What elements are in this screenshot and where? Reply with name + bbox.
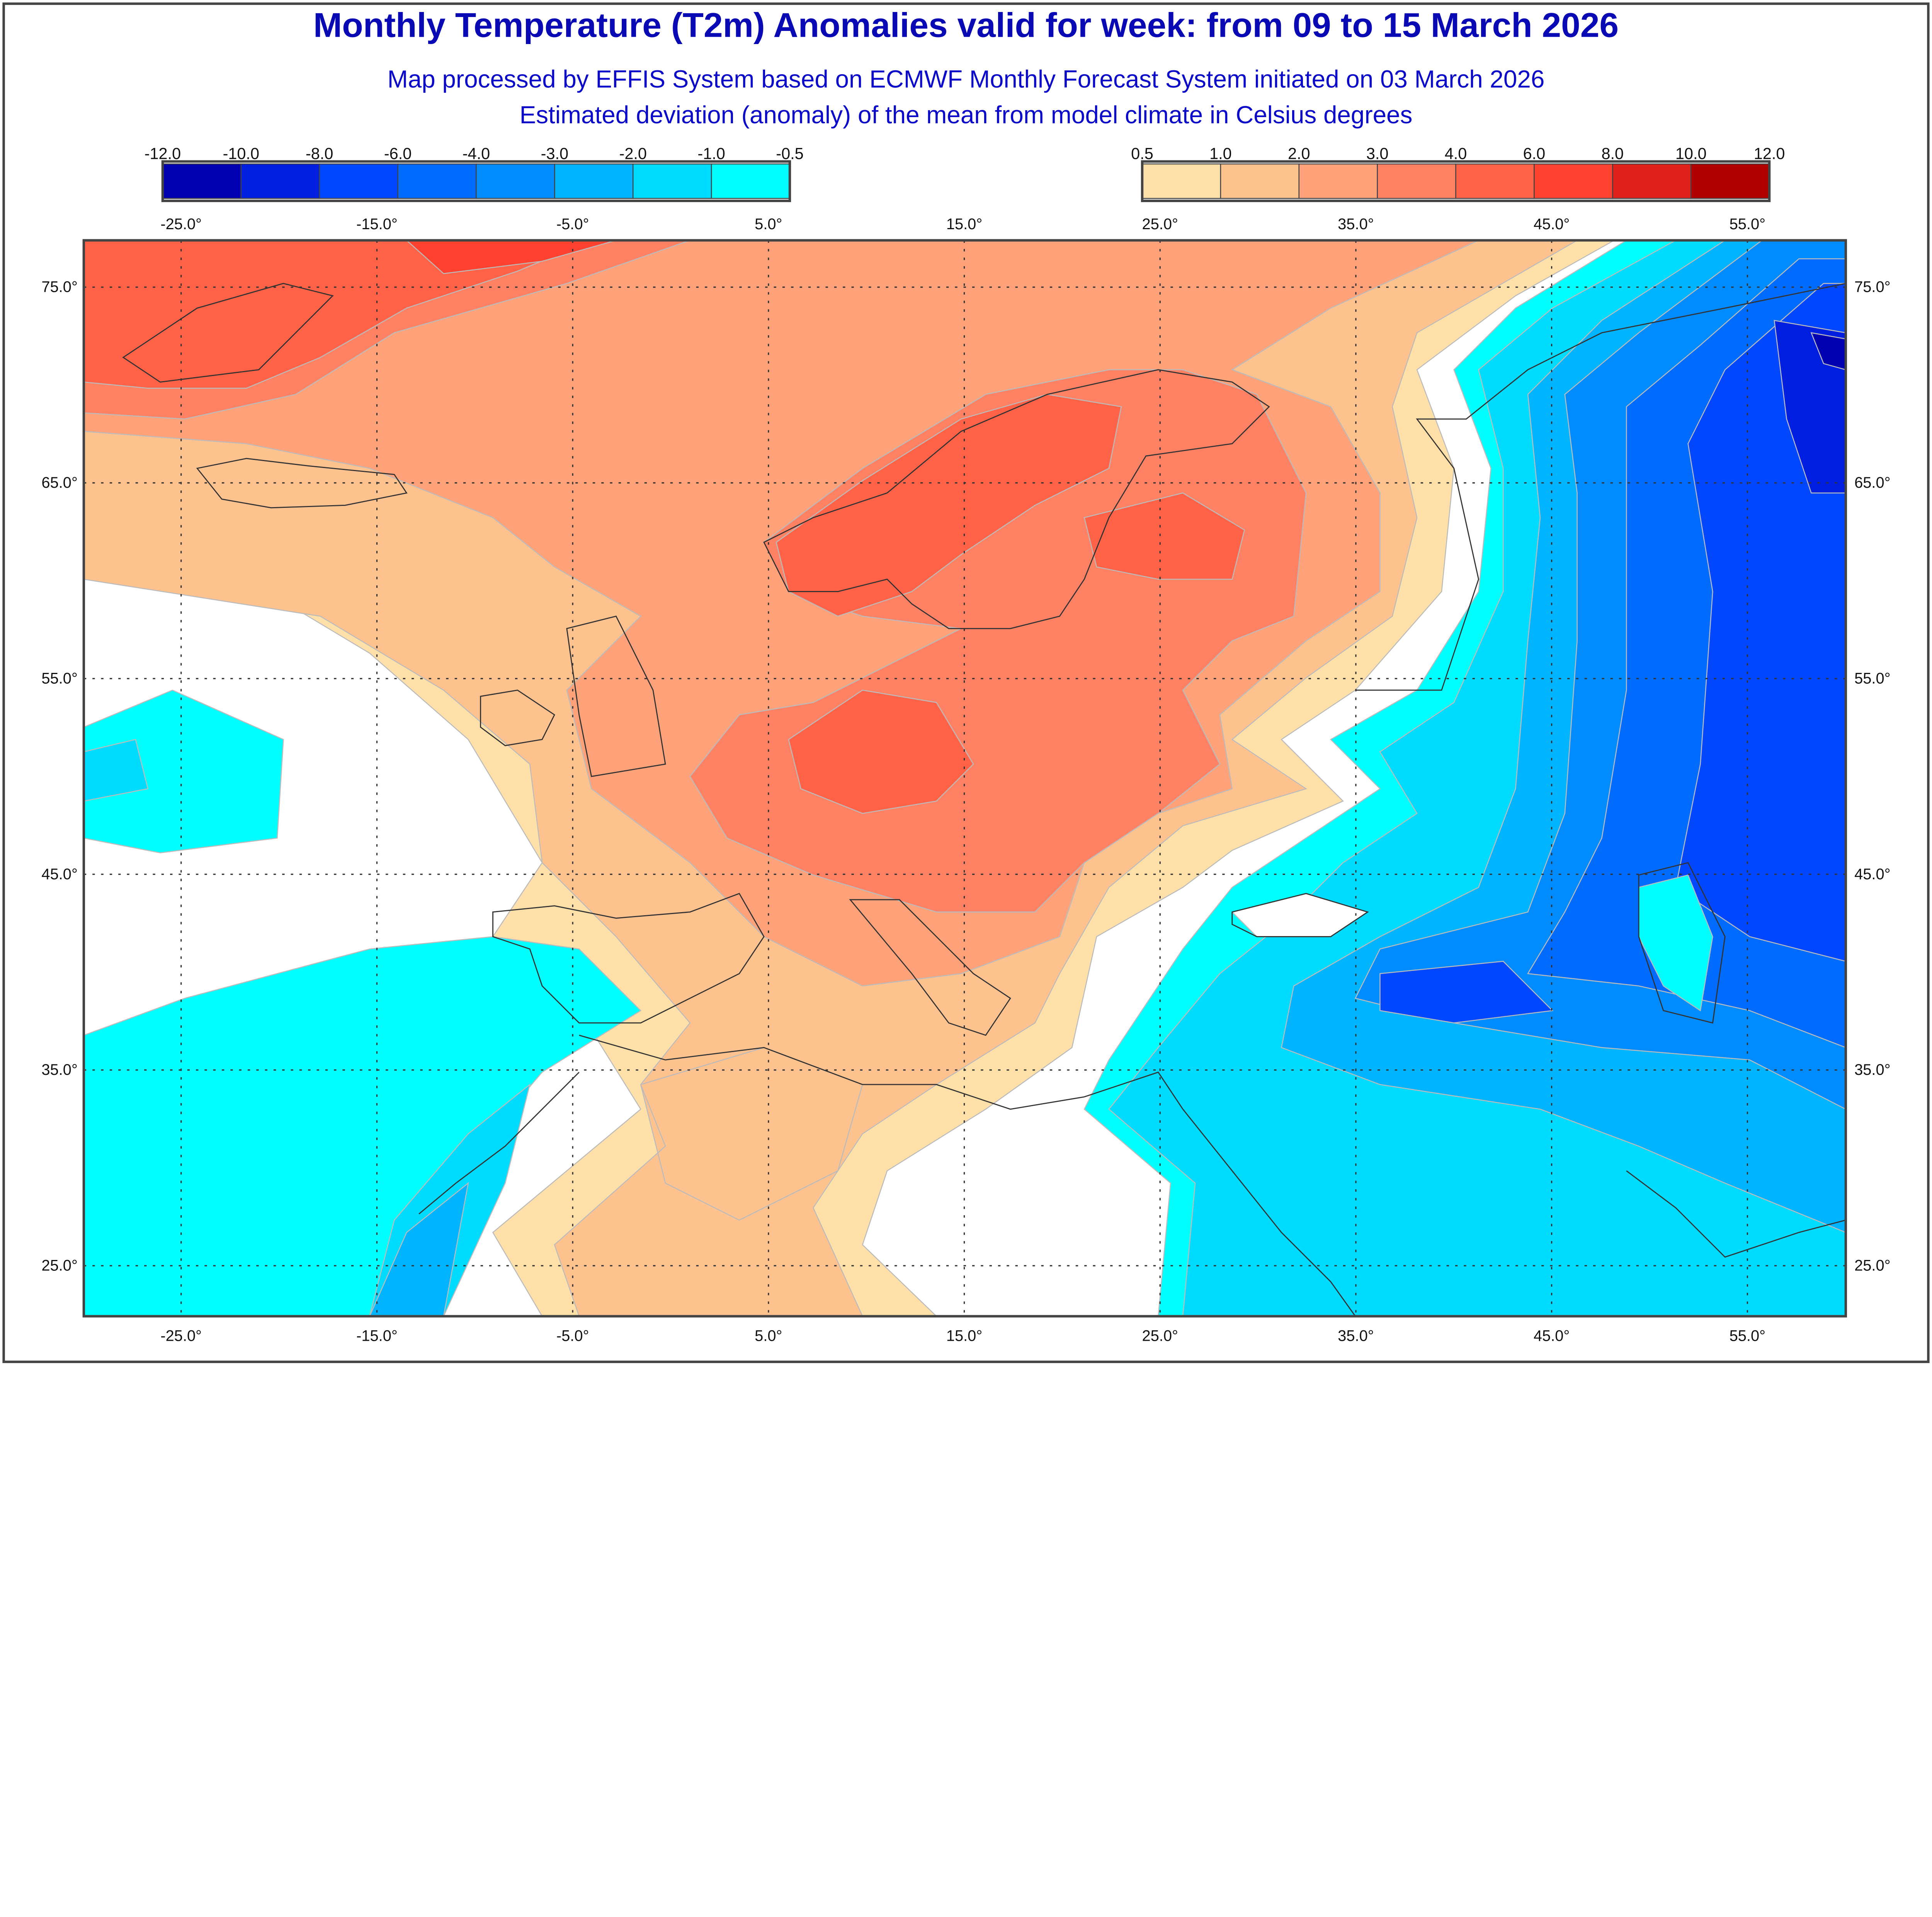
- legend-swatch: [1298, 163, 1378, 199]
- legend-swatch: [1455, 163, 1535, 199]
- longitude-label-bottom: 15.0°: [946, 1327, 982, 1344]
- graticule: [83, 240, 1846, 1316]
- legend-label: 1.0: [1209, 144, 1232, 162]
- latitude-label-right: 45.0°: [1854, 866, 1890, 883]
- cold-zone-atlantic-minus1: [83, 739, 531, 1316]
- longitude-label-bottom: 45.0°: [1534, 1327, 1570, 1344]
- longitude-label-top: -5.0°: [556, 216, 589, 233]
- longitude-label-bottom: 35.0°: [1338, 1327, 1374, 1344]
- longitude-label-top: 45.0°: [1534, 216, 1570, 233]
- latitude-label-right: 25.0°: [1854, 1257, 1890, 1274]
- legend-label: 0.5: [1131, 144, 1153, 162]
- latitude-label-left: 65.0°: [41, 474, 77, 491]
- legend-swatch: [1220, 163, 1300, 199]
- map-area: [83, 240, 1846, 1316]
- legend-swatch: [319, 163, 398, 199]
- legend-label: -0.5: [776, 144, 803, 162]
- legend-label: -10.0: [223, 144, 259, 162]
- legend-label: -4.0: [463, 144, 490, 162]
- latitude-label-left: 55.0°: [41, 670, 77, 687]
- longitude-label-top: 25.0°: [1142, 216, 1178, 233]
- longitude-label-top: 15.0°: [946, 216, 982, 233]
- legend-swatch: [1534, 163, 1613, 199]
- legend-warm-colorbar: 0.5 1.0 2.0 3.0 4.0 6.0 8.0 10.0 12.0: [1131, 144, 1785, 202]
- longitude-label-top: 35.0°: [1338, 216, 1374, 233]
- legend-label: 3.0: [1366, 144, 1389, 162]
- longitude-label-bottom: 55.0°: [1730, 1327, 1765, 1344]
- legend-swatch: [554, 163, 634, 199]
- legend-label: 10.0: [1675, 144, 1707, 162]
- anomaly-zone-6-8: [406, 240, 616, 274]
- legend-label: -8.0: [306, 144, 333, 162]
- legend-swatch: [632, 163, 712, 199]
- cold-zone-east-minus10: [1810, 332, 1846, 370]
- legend-label: 8.0: [1602, 144, 1624, 162]
- longitude-label-bottom: 5.0°: [755, 1327, 782, 1344]
- legend-swatch: [1377, 163, 1456, 199]
- latitude-label-left: 25.0°: [41, 1257, 77, 1274]
- legend-label: 2.0: [1288, 144, 1310, 162]
- longitude-label-bottom: 25.0°: [1142, 1327, 1178, 1344]
- map-title: Monthly Temperature (T2m) Anomalies vali…: [313, 6, 1619, 44]
- latitude-label-left: 45.0°: [41, 866, 77, 883]
- legend-label: -3.0: [541, 144, 568, 162]
- longitude-label-bottom: -5.0°: [556, 1327, 589, 1344]
- latitude-label-right: 65.0°: [1854, 474, 1890, 491]
- legend-label: -2.0: [619, 144, 647, 162]
- longitude-label-top: 55.0°: [1730, 216, 1765, 233]
- legend-swatch: [1141, 163, 1221, 199]
- legend-label: 12.0: [1754, 144, 1785, 162]
- latitude-label-right: 75.0°: [1854, 279, 1890, 296]
- anomaly-map-figure: Monthly Temperature (T2m) Anomalies vali…: [2, 2, 1930, 1363]
- axis-labels: -25.0° -25.0° -15.0° -15.0° -5.0° -5.0° 5.0° 5.…: [41, 216, 1890, 1344]
- legend-cold-colorbar: -12.0 -10.0 -8.0 -6.0 -4.0 -3.0 -2.0 -1.0 -0.5: [145, 144, 804, 202]
- map-subtitle-source: Map processed by EFFIS System based on E…: [388, 65, 1545, 93]
- longitude-label-bottom: -15.0°: [356, 1327, 398, 1344]
- legend-label: -6.0: [384, 144, 412, 162]
- cold-zone-east-minus6: [1379, 283, 1846, 1023]
- cold-zone-atlantic-north: [83, 690, 284, 853]
- latitude-label-right: 35.0°: [1854, 1061, 1890, 1078]
- latitude-label-left: 75.0°: [41, 279, 77, 296]
- legend-label: -1.0: [697, 144, 725, 162]
- longitude-label-top: -15.0°: [356, 216, 398, 233]
- legend-swatch: [1612, 163, 1692, 199]
- cold-zone-atlantic-minus2: [369, 1182, 469, 1316]
- latitude-label-right: 55.0°: [1854, 670, 1890, 687]
- legend-border: [161, 160, 791, 202]
- map-subtitle-description: Estimated deviation (anomaly) of the mea…: [520, 101, 1413, 129]
- legend-swatch: [711, 163, 791, 199]
- legend-label: 6.0: [1523, 144, 1546, 162]
- legend-label: -12.0: [145, 144, 181, 162]
- latitude-label-left: 35.0°: [41, 1061, 77, 1078]
- legend-swatch: [1690, 163, 1770, 199]
- legend-label: 4.0: [1445, 144, 1467, 162]
- longitude-label-bottom: -25.0°: [160, 1327, 202, 1344]
- legend-swatch: [476, 163, 555, 199]
- coastlines: [122, 283, 1846, 1316]
- map-frame: [82, 239, 1847, 1318]
- legend-border: [1141, 160, 1771, 202]
- longitude-label-top: 5.0°: [755, 216, 782, 233]
- longitude-label-top: -25.0°: [160, 216, 202, 233]
- legend-swatch: [162, 163, 242, 199]
- cold-zone-atlantic-south: [83, 936, 642, 1316]
- anomaly-zone-4-6: [83, 240, 1245, 814]
- legend-swatch: [240, 163, 320, 199]
- legend-swatch: [397, 163, 477, 199]
